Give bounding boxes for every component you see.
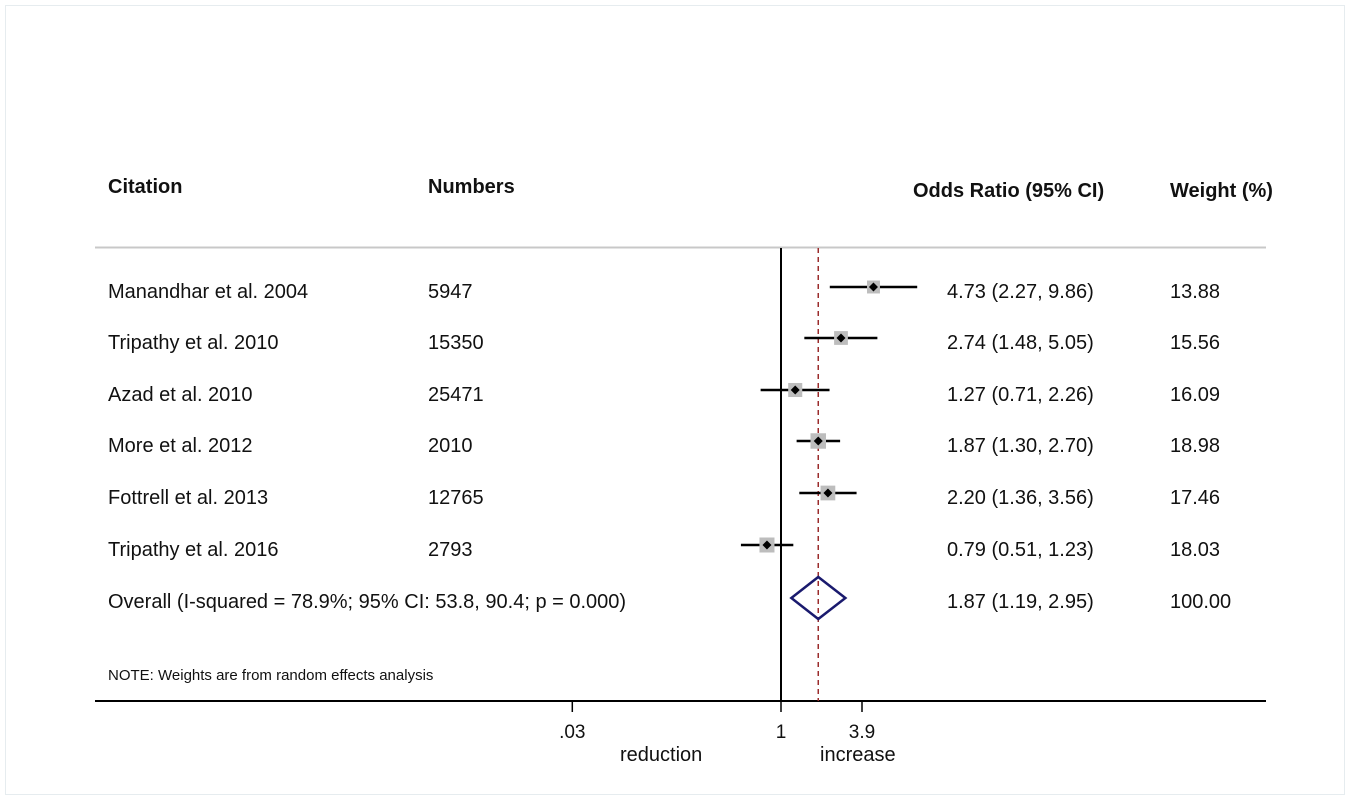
study-weight: 15.56 bbox=[1170, 332, 1221, 354]
study-citation: Azad et al. 2010 bbox=[108, 384, 253, 406]
overall-odds-ratio: 1.87 (1.19, 2.95) bbox=[947, 591, 1094, 613]
study-citation: More et al. 2012 bbox=[108, 435, 253, 457]
study-weight: 18.03 bbox=[1170, 539, 1221, 561]
x-label-reduction: reduction bbox=[620, 744, 703, 766]
study-odds-ratio: 4.73 (2.27, 9.86) bbox=[947, 281, 1094, 303]
study-citation: Tripathy et al. 2010 bbox=[108, 332, 279, 354]
study-odds-ratio: 2.20 (1.36, 3.56) bbox=[947, 487, 1094, 509]
study-numbers: 2010 bbox=[428, 435, 473, 457]
x-tick-label: 3.9 bbox=[849, 722, 875, 743]
study-odds-ratio: 0.79 (0.51, 1.23) bbox=[947, 539, 1094, 561]
overall-diamond bbox=[789, 575, 848, 621]
study-weight: 18.98 bbox=[1170, 435, 1221, 457]
point-estimate bbox=[762, 540, 772, 550]
header-numbers: Numbers bbox=[428, 176, 515, 198]
x-tick-label: .03 bbox=[559, 722, 585, 743]
study-numbers: 5947 bbox=[428, 281, 473, 303]
point-estimate bbox=[823, 488, 833, 498]
study-citation: Tripathy et al. 2016 bbox=[108, 539, 279, 561]
study-numbers: 12765 bbox=[428, 487, 484, 509]
study-citation: Manandhar et al. 2004 bbox=[108, 281, 309, 303]
overall-label: Overall (I-squared = 78.9%; 95% CI: 53.8… bbox=[108, 591, 627, 613]
study-weight: 13.88 bbox=[1170, 281, 1221, 303]
x-tick-label: 1 bbox=[776, 722, 787, 743]
study-numbers: 25471 bbox=[428, 384, 484, 406]
study-odds-ratio: 1.87 (1.30, 2.70) bbox=[947, 435, 1094, 457]
header-citation: Citation bbox=[108, 176, 183, 198]
study-citation: Fottrell et al. 2013 bbox=[108, 487, 269, 509]
study-odds-ratio: 1.27 (0.71, 2.26) bbox=[947, 384, 1094, 406]
x-label-increase: increase bbox=[820, 744, 896, 766]
study-numbers: 2793 bbox=[428, 539, 473, 561]
study-numbers: 15350 bbox=[428, 332, 484, 354]
figure-frame bbox=[5, 5, 1345, 795]
overall-weight: 100.00 bbox=[1170, 591, 1232, 613]
study-odds-ratio: 2.74 (1.48, 5.05) bbox=[947, 332, 1094, 354]
study-weight: 17.46 bbox=[1170, 487, 1221, 509]
point-estimate bbox=[836, 333, 846, 343]
header-odds-ratio: Odds Ratio (95% CI) bbox=[913, 180, 1105, 202]
header-weight: Weight (%) bbox=[1170, 180, 1273, 202]
footnote: NOTE: Weights are from random effects an… bbox=[108, 667, 434, 684]
point-estimate bbox=[813, 436, 823, 446]
study-weight: 16.09 bbox=[1170, 384, 1221, 406]
point-estimate bbox=[868, 282, 878, 292]
point-estimate bbox=[790, 385, 800, 395]
